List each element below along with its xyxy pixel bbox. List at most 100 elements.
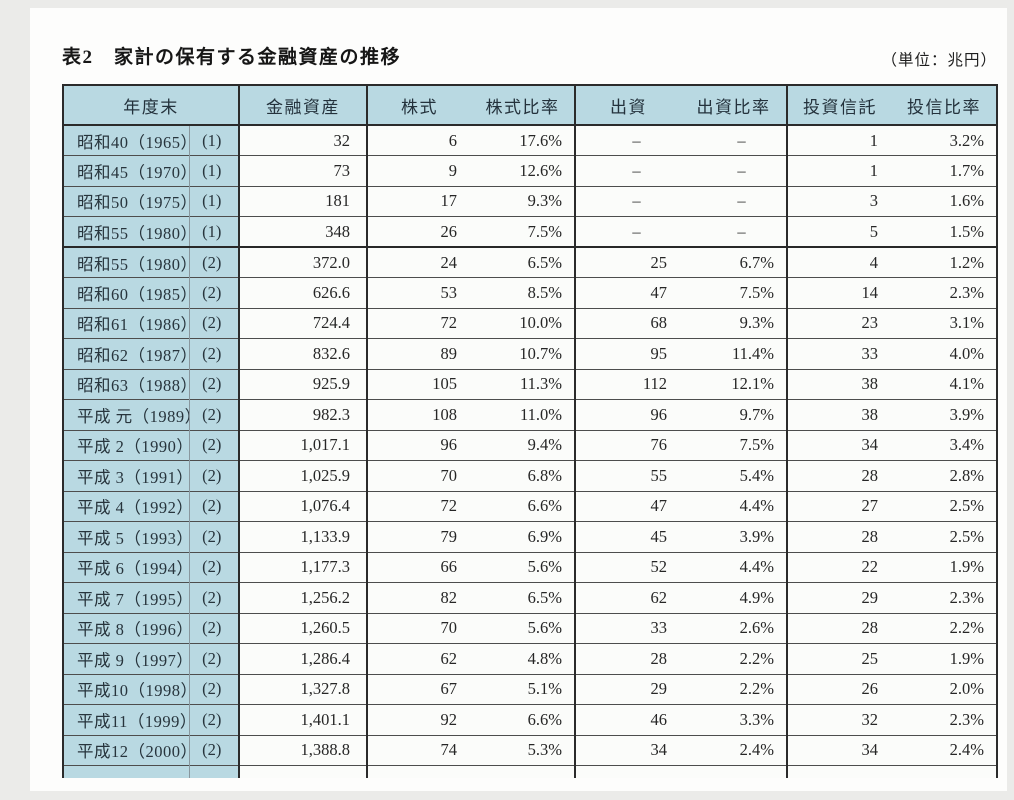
cell-series-note: (2)	[188, 734, 239, 766]
cell-stocks: 72	[366, 307, 471, 339]
cell-equity: –	[574, 185, 681, 217]
table-row: 平成 9（1997） (2) 1,286.4 62 4.8% 28 2.2% 2…	[63, 643, 997, 674]
table-row: 平成10（1998） (2) 1,327.8 67 5.1% 29 2.2% 2…	[63, 673, 997, 705]
cell-series-note: (2)	[188, 338, 239, 369]
cell-equity-ratio: 4.4%	[681, 551, 787, 583]
cell-equity-ratio: 2.6%	[681, 612, 787, 644]
table-row: 昭和55（1980） (1) 348 26 7.5% – – 5 1.5%	[63, 216, 997, 247]
table-row: 平成 元（1989） (2) 982.3 108 11.0% 96 9.7% 3…	[63, 399, 997, 430]
cell-year: 昭和63（1988）	[63, 368, 189, 400]
cell-year: 昭和55（1980）	[63, 216, 189, 247]
cell-series-note: (1)	[188, 185, 239, 217]
cell-stocks: 24	[366, 246, 471, 278]
cell-equity-ratio: –	[681, 155, 787, 186]
cell-year: 平成12（2000）	[63, 734, 189, 766]
table-row: 昭和40（1965） (1) 32 6 17.6% – – 1 3.2%	[63, 124, 997, 156]
cell-equity-ratio: –	[681, 216, 787, 247]
cell-investment-trust: 5	[786, 216, 892, 247]
cell-investment-trust: 38	[786, 399, 892, 430]
cell-trust-ratio: 2.3%	[892, 582, 997, 613]
cell-stocks-ratio: 10.7%	[471, 338, 575, 369]
cell-stocks: 67	[366, 673, 471, 705]
cell-financial-assets: 1,286.4	[238, 643, 367, 674]
cell-trust-ratio: 2.3%	[892, 704, 997, 735]
cell-investment-trust: 4	[786, 246, 892, 278]
cell-equity: 29	[574, 673, 681, 705]
cell-trust-ratio: 1.5%	[892, 216, 997, 247]
cell-stocks-ratio: 6.5%	[471, 582, 575, 613]
cell-equity-ratio: 5.4%	[681, 460, 787, 491]
cell-stocks: 9	[366, 155, 471, 186]
cell-equity-ratio: 3.9%	[681, 521, 787, 552]
cell-series-note: (2)	[188, 551, 239, 583]
table-row: 昭和50（1975） (1) 181 17 9.3% – – 3 1.6%	[63, 185, 997, 217]
cell-financial-assets: 1,076.4	[238, 490, 367, 522]
cell-trust-ratio: 2.2%	[892, 612, 997, 644]
cell-stocks-ratio: 12.6%	[471, 155, 575, 186]
table-row: 昭和61（1986） (2) 724.4 72 10.0% 68 9.3% 23…	[63, 307, 997, 339]
table-title: 表2 家計の保有する金融資産の推移	[62, 47, 402, 68]
cell-financial-assets: 925.9	[238, 368, 367, 400]
cell-investment-trust: 28	[786, 612, 892, 644]
cell-year: 昭和61（1986）	[63, 307, 189, 339]
cell-stocks: 89	[366, 338, 471, 369]
table-continuation	[63, 765, 997, 778]
cell-investment-trust: 29	[786, 582, 892, 613]
table-row: 平成 5（1993） (2) 1,133.9 79 6.9% 45 3.9% 2…	[63, 521, 997, 552]
cell-year: 平成 6（1994）	[63, 551, 189, 583]
cell-financial-assets: 1,017.1	[238, 429, 367, 461]
cell-trust-ratio: 3.1%	[892, 307, 997, 339]
cell-trust-ratio: 2.8%	[892, 460, 997, 491]
cell-equity: 112	[574, 368, 681, 400]
cell-stocks-ratio: 6.8%	[471, 460, 575, 491]
cell-equity: 68	[574, 307, 681, 339]
cell-investment-trust: 34	[786, 734, 892, 766]
cell-stocks-ratio: 5.6%	[471, 612, 575, 644]
table-row: 平成 6（1994） (2) 1,177.3 66 5.6% 52 4.4% 2…	[63, 551, 997, 583]
cell-series-note: (2)	[188, 246, 239, 278]
table-row: 昭和55（1980） (2) 372.0 24 6.5% 25 6.7% 4 1…	[63, 246, 997, 278]
cell-financial-assets: 832.6	[238, 338, 367, 369]
cell-stocks: 6	[366, 124, 471, 156]
header-year-end: 年度末	[63, 85, 239, 126]
header-trust-ratio: 投信比率	[892, 85, 997, 126]
cell-equity: 33	[574, 612, 681, 644]
cell-year: 昭和50（1975）	[63, 185, 189, 217]
cell-equity: 47	[574, 490, 681, 522]
table-row: 平成 2（1990） (2) 1,017.1 96 9.4% 76 7.5% 3…	[63, 429, 997, 461]
cell-investment-trust: 22	[786, 551, 892, 583]
cell-equity: 96	[574, 399, 681, 430]
cell-stocks: 17	[366, 185, 471, 217]
scan-margin-bottom	[0, 791, 1014, 800]
cell-equity: 47	[574, 277, 681, 308]
cell-financial-assets: 1,177.3	[238, 551, 367, 583]
cell-stocks: 53	[366, 277, 471, 308]
cell-stocks-ratio: 8.5%	[471, 277, 575, 308]
cell-stocks-ratio: 9.4%	[471, 429, 575, 461]
cell-stocks-ratio: 11.3%	[471, 368, 575, 400]
cell-equity-ratio: 3.3%	[681, 704, 787, 735]
header-investment-trust: 投資信託	[786, 85, 892, 126]
cell-trust-ratio: 1.9%	[892, 643, 997, 674]
cell-series-note: (2)	[188, 582, 239, 613]
cell-stocks: 108	[366, 399, 471, 430]
cell-trust-ratio: 1.6%	[892, 185, 997, 217]
cell-stocks: 92	[366, 704, 471, 735]
cell-equity-ratio: 2.4%	[681, 734, 787, 766]
cell-stocks: 72	[366, 490, 471, 522]
cell-investment-trust: 28	[786, 460, 892, 491]
cell-equity: 62	[574, 582, 681, 613]
cell-financial-assets: 1,025.9	[238, 460, 367, 491]
cell-equity-ratio: 12.1%	[681, 368, 787, 400]
cell-year: 昭和40（1965）	[63, 124, 189, 156]
cell-equity: 52	[574, 551, 681, 583]
cell-equity: 28	[574, 643, 681, 674]
cell-financial-assets: 1,388.8	[238, 734, 367, 766]
cell-stocks-ratio: 11.0%	[471, 399, 575, 430]
cell-year: 平成 5（1993）	[63, 521, 189, 552]
cell-year: 昭和62（1987）	[63, 338, 189, 369]
cell-series-note: (1)	[188, 155, 239, 186]
cell-year: 平成 3（1991）	[63, 460, 189, 491]
header-stocks: 株式	[366, 85, 471, 126]
cell-trust-ratio: 2.3%	[892, 277, 997, 308]
